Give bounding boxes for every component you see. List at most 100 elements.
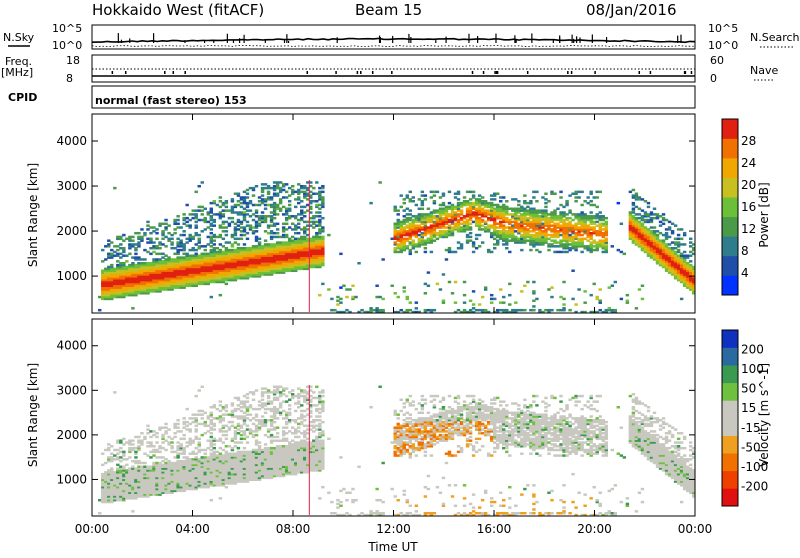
- power-cell: [237, 224, 240, 226]
- power-cell: [146, 251, 149, 253]
- power-cell: [219, 211, 222, 213]
- power-cell: [312, 215, 315, 217]
- power-cell: [315, 221, 318, 223]
- power-cell: [505, 200, 508, 202]
- power-cell: [592, 226, 595, 228]
- power-cell: [273, 223, 276, 225]
- power-cell: [562, 219, 565, 221]
- velocity-cell: [143, 452, 146, 454]
- power-cell: [149, 226, 152, 228]
- power-cell: [466, 208, 469, 210]
- power-cell: [179, 256, 182, 258]
- power-cell: [550, 211, 553, 213]
- power-cell: [541, 196, 544, 198]
- power-cell: [204, 249, 207, 251]
- power-cell: [665, 228, 668, 230]
- power-cell: [511, 221, 514, 223]
- power-cell: [571, 219, 574, 221]
- power-cell: [164, 223, 167, 225]
- velocity-cell: [107, 456, 110, 458]
- power-cell: [255, 230, 258, 232]
- power-cell: [288, 194, 291, 196]
- power-cell: [164, 219, 167, 221]
- power-cell: [529, 230, 532, 232]
- velocity-cell: [170, 445, 173, 447]
- velocity-cell: [176, 445, 179, 447]
- power-cell: [430, 251, 433, 253]
- power-cell: [240, 202, 243, 204]
- velocity-cell: [204, 421, 207, 423]
- velocity-cell: [225, 425, 228, 427]
- velocity-cell: [195, 417, 198, 419]
- power-cell: [273, 232, 276, 234]
- power-cell: [375, 296, 378, 298]
- power-cell: [448, 281, 451, 283]
- power-cell: [523, 200, 526, 202]
- power-cell: [155, 258, 158, 260]
- power-cell: [249, 187, 252, 189]
- power-cell: [258, 215, 261, 217]
- power-cell: [490, 294, 493, 296]
- velocity-cell: [164, 449, 167, 451]
- velocity-cell: [182, 426, 185, 428]
- power-cell: [418, 208, 421, 210]
- freq-dot: [335, 71, 337, 74]
- velocity-cell: [113, 391, 116, 393]
- power-cell: [131, 239, 134, 241]
- power-cell: [198, 206, 201, 208]
- power-cell: [526, 206, 529, 208]
- power-cell: [457, 198, 460, 200]
- velocity-cell: [204, 452, 207, 454]
- power-cell: [345, 309, 348, 311]
- power-cell: [237, 228, 240, 230]
- velocity-cell: [207, 430, 210, 432]
- velocity-cell: [216, 408, 219, 410]
- power-cell: [580, 204, 583, 206]
- velocity-cell: [182, 460, 185, 462]
- velocity-cell: [192, 413, 195, 415]
- power-cell: [152, 258, 155, 260]
- power-cell: [216, 204, 219, 206]
- velocity-cell: [140, 432, 143, 434]
- power-cell: [568, 194, 571, 196]
- power-cell: [243, 211, 246, 213]
- power-cell: [234, 223, 237, 225]
- power-cell: [568, 221, 571, 223]
- power-cell: [240, 238, 243, 240]
- power-cell: [219, 200, 222, 202]
- power-cell: [339, 301, 342, 303]
- power-cell: [493, 298, 496, 300]
- velocity-cell: [182, 417, 185, 419]
- velocity-cell: [216, 451, 219, 453]
- power-cell: [116, 245, 119, 247]
- power-cell: [626, 294, 629, 296]
- power-cell: [529, 309, 532, 311]
- velocity-cell: [207, 447, 210, 449]
- velocity-cell: [110, 467, 113, 469]
- power-cell: [400, 194, 403, 196]
- velocity-cell: [134, 467, 137, 469]
- power-cell: [300, 185, 303, 187]
- velocity-cell: [210, 499, 213, 501]
- power-cell: [430, 224, 433, 226]
- power-cell: [146, 241, 149, 243]
- power-cell: [571, 213, 574, 215]
- power-cell: [167, 238, 170, 240]
- power-cell: [574, 303, 577, 305]
- power-cell: [182, 256, 185, 258]
- power-cell: [381, 309, 384, 311]
- power-cell: [526, 217, 529, 219]
- power-cell: [463, 301, 466, 303]
- freq-dot: [567, 71, 569, 74]
- power-cell: [635, 217, 638, 219]
- power-cell: [599, 300, 602, 302]
- power-cell: [475, 247, 478, 249]
- power-cell: [493, 247, 496, 249]
- power-cell: [270, 215, 273, 217]
- power-cell: [463, 221, 466, 223]
- power-cell: [466, 239, 469, 241]
- power-cell: [252, 230, 255, 232]
- power-cell: [662, 213, 665, 215]
- freq-dot: [372, 71, 374, 74]
- power-cell: [176, 238, 179, 240]
